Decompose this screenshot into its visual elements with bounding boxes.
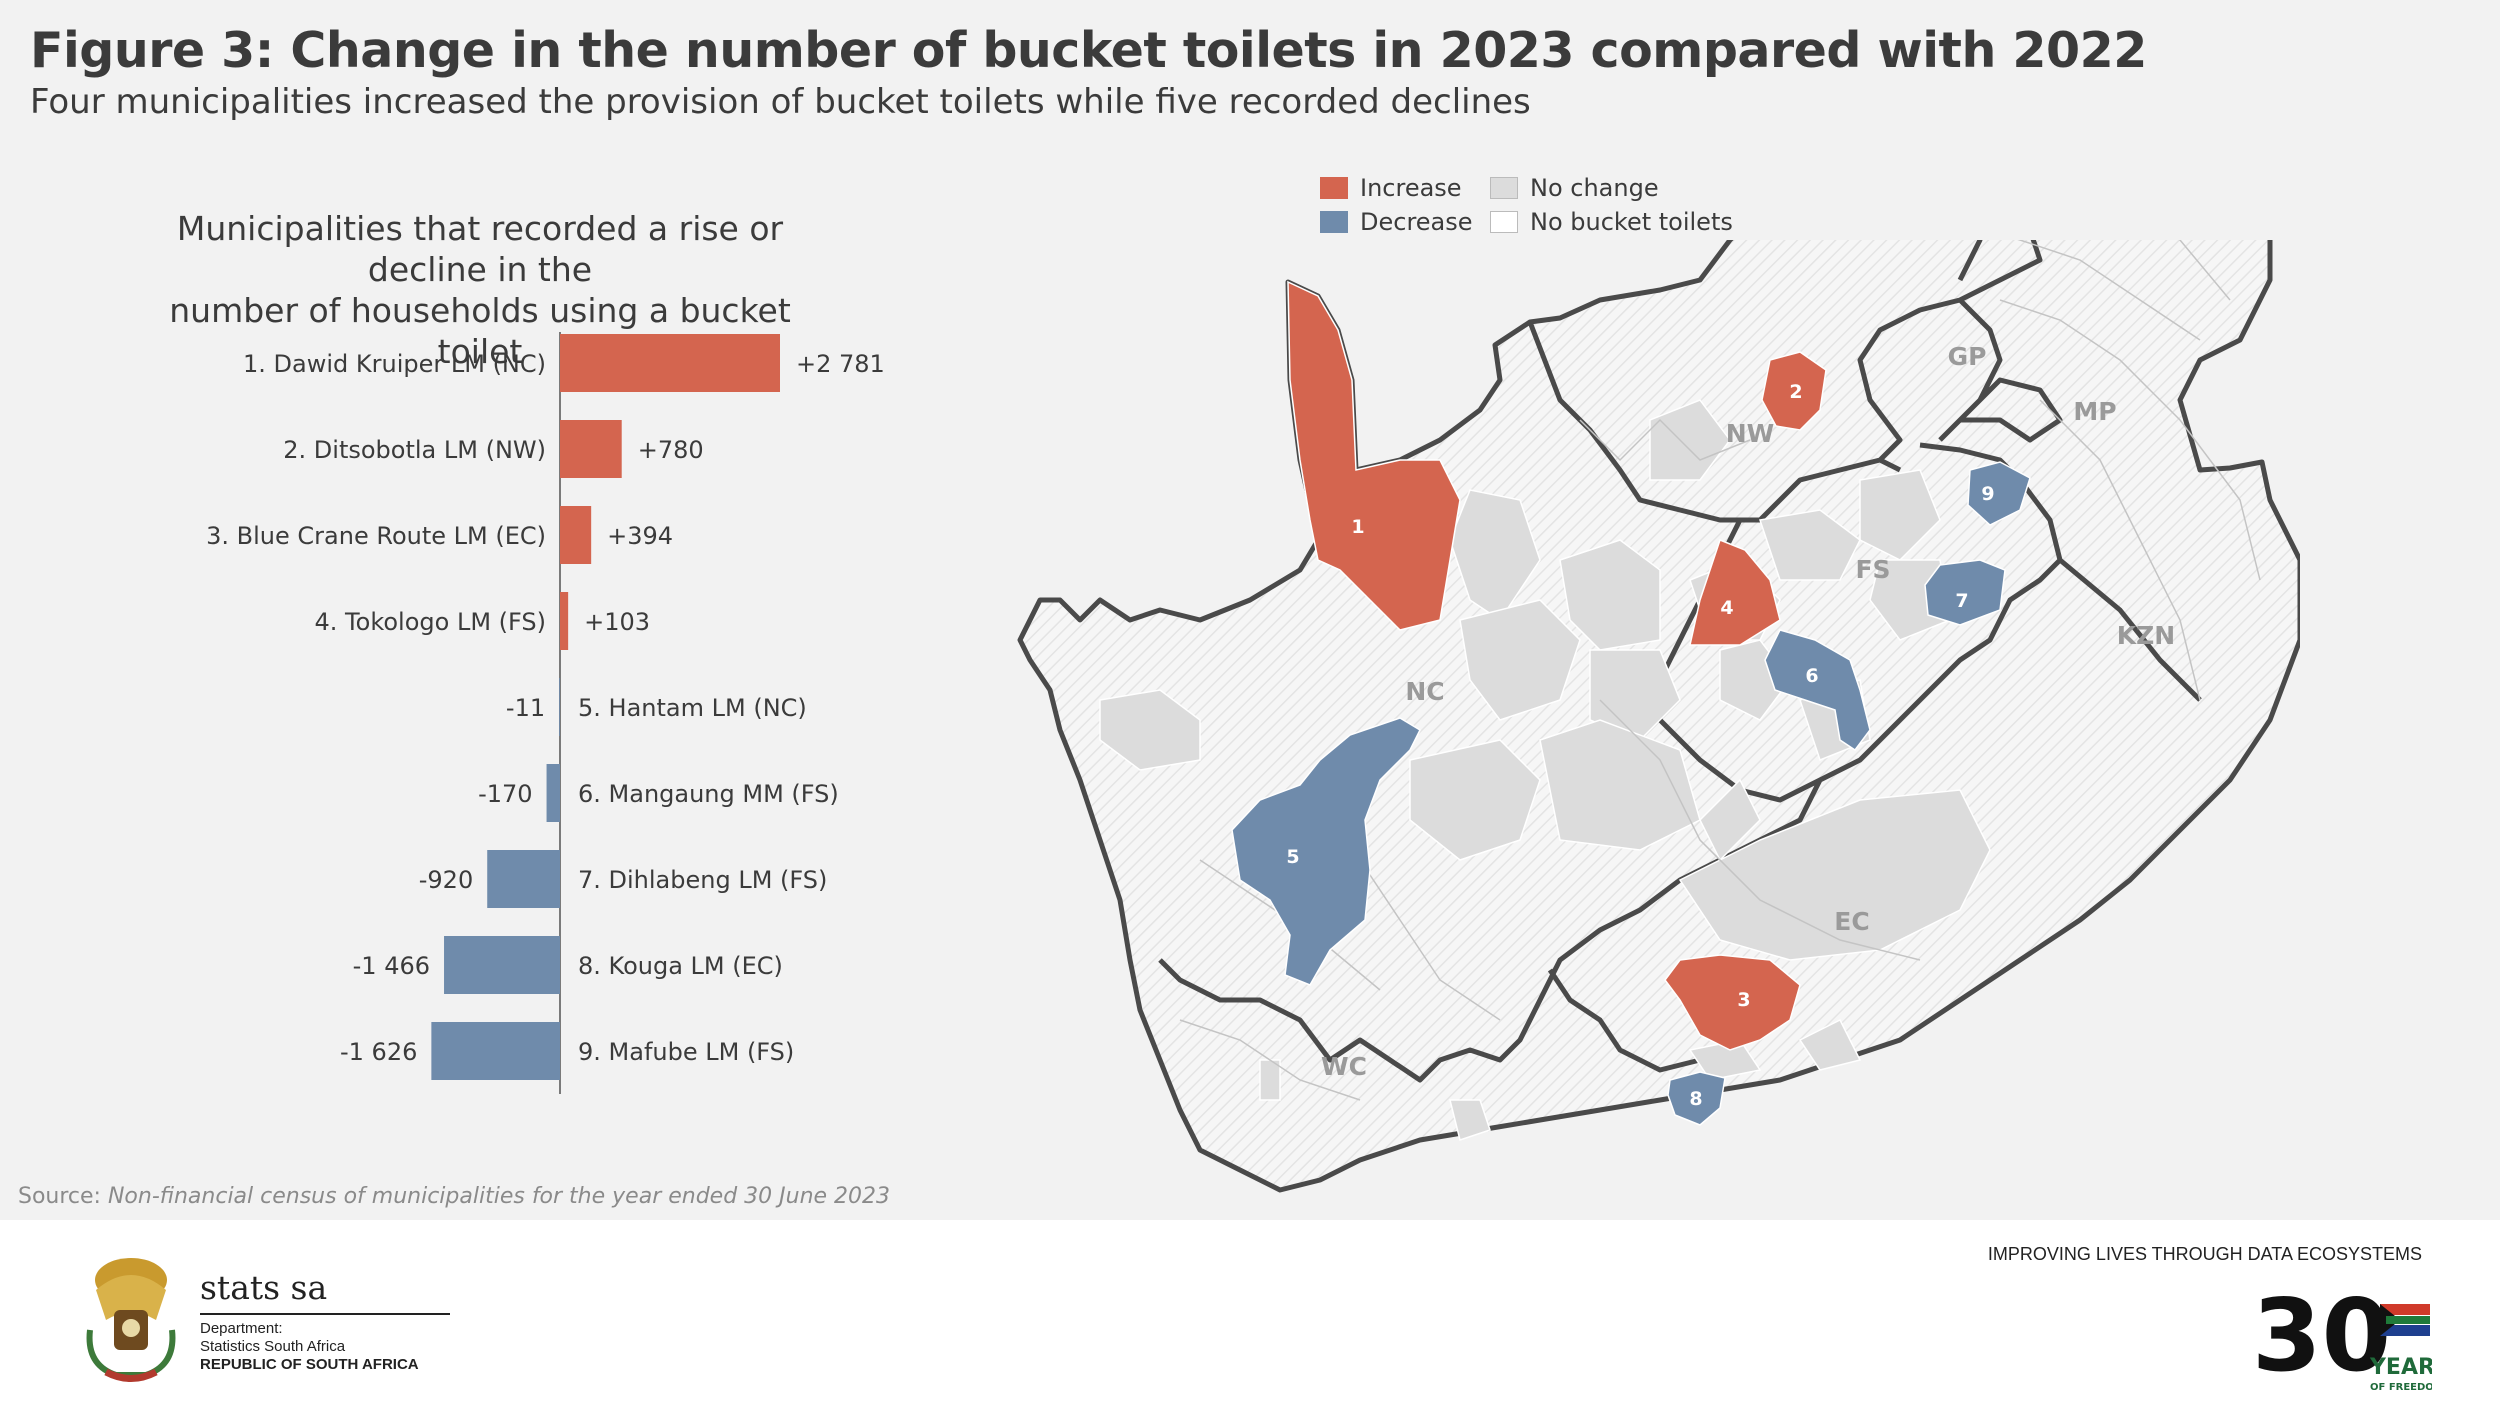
value-label-1: +2 781 [796,350,885,378]
value-label-3: +394 [607,522,673,550]
province-label-fs: FS [1855,555,1890,584]
province-label-wc: WC [1321,1052,1367,1081]
map-marker-1: 1 [1351,516,1364,538]
value-label-4: +103 [584,608,650,636]
region-8-kouga [1667,1071,1726,1126]
value-label-8: -1 466 [353,952,430,980]
dept-line3: REPUBLIC OF SOUTH AFRICA [200,1356,419,1373]
tagline: IMPROVING LIVES THROUGH DATA ECOSYSTEMS [1987,1244,2422,1264]
legend-decrease: Decrease [1320,208,1473,236]
years-number: 30 [2252,1277,2391,1394]
thirty-years-logo: 30 YEARS OF FREEDOM [2252,1277,2432,1394]
region-9-mafube [1967,461,2031,526]
bar-2 [560,420,622,478]
department-block: Department: Statistics South Africa REPU… [200,1320,419,1374]
figure-subtitle: Four municipalities increased the provis… [30,82,1531,122]
bar-7 [487,850,560,908]
map-marker-4: 4 [1720,597,1733,619]
bar-6 [546,764,560,822]
category-label-9: 9. Mafube LM (FS) [578,1038,794,1066]
category-label-4: 4. Tokologo LM (FS) [315,608,546,636]
category-label-3: 3. Blue Crane Route LM (EC) [206,522,546,550]
bar-9 [431,1022,560,1080]
province-label-mp: MP [2073,397,2116,426]
map-marker-9: 9 [1981,483,1994,505]
no-bucket-swatch [1490,211,1518,233]
legend-no-bucket-label: No bucket toilets [1530,208,1733,236]
south-africa-map: 1 2 3 4 5 6 7 8 9 LP GP MP NW FS KZN NC … [1017,240,2300,1193]
years-sub: OF FREEDOM [2370,1382,2432,1393]
legend-increase-label: Increase [1360,174,1462,202]
value-label-5: -11 [506,694,545,722]
legend-decrease-label: Decrease [1360,208,1473,236]
bar-3 [560,506,592,564]
municipal-boundaries [1179,240,2261,1101]
category-label-8: 8. Kouga LM (EC) [578,952,783,980]
province-label-kzn: KZN [2117,621,2175,650]
category-label-7: 7. Dihlabeng LM (FS) [578,866,827,894]
legend-no-bucket: No bucket toilets [1490,208,1733,236]
legend-no-change: No change [1490,174,1659,202]
province-label-nc: NC [1405,677,1444,706]
map-marker-7: 7 [1955,590,1968,612]
coat-of-arms-logo [86,1258,176,1382]
map-marker-3: 3 [1737,989,1750,1011]
increase-swatch [1320,177,1348,199]
province-label-nw: NW [1726,419,1775,448]
region-7-dihlabeng [1924,559,2006,626]
figure-title: Figure 3: Change in the number of bucket… [30,22,2147,79]
source-prefix: Source: [18,1184,108,1209]
source-text: Non-financial census of municipalities f… [107,1184,891,1209]
value-label-7: -920 [419,866,473,894]
region-1-dawid-kruiper [1287,280,1461,631]
bar-1 [560,334,780,392]
map-marker-2: 2 [1789,381,1802,403]
decrease-swatch [1320,211,1348,233]
region-4-tokologo [1689,539,1781,646]
value-label-9: -1 626 [340,1038,417,1066]
map-marker-6: 6 [1805,665,1818,687]
region-5-hantam [1231,717,1421,986]
value-label-6: -170 [478,780,532,808]
region-6-mangaung [1764,629,1871,752]
dept-line2: Statistics South Africa [200,1338,346,1355]
category-label-6: 6. Mangaung MM (FS) [578,780,839,808]
category-label-5: 5. Hantam LM (NC) [578,694,807,722]
region-2-ditsobotla [1761,351,1827,431]
brand-rule [200,1313,450,1315]
province-label-gp: GP [1948,342,1987,371]
chart-title: Municipalities that recorded a rise or d… [130,208,830,372]
chart-title-line1: Municipalities that recorded a rise or d… [176,209,784,289]
legend-increase: Increase [1320,174,1462,202]
bar-4 [560,592,569,650]
bar-chart: 1. Dawid Kruiper LM (NC) +2 781 2. Ditsobo… [206,332,885,1094]
brand-name: stats sa [200,1268,328,1307]
map-marker-5: 5 [1286,846,1299,868]
chart-title-line2: number of households using a bucket toil… [169,291,791,371]
dept-line1: Department: [200,1320,283,1337]
sa-flag-icon [2380,1304,2430,1336]
category-label-2: 2. Ditsobotla LM (NW) [283,436,546,464]
value-label-2: +780 [638,436,704,464]
province-label-ec: EC [1834,907,1869,936]
map-marker-8: 8 [1689,1088,1702,1110]
source-note: Source: Non-financial census of municipa… [18,1184,890,1209]
figure-panel: Figure 3: Change in the number of bucket… [0,0,2500,1220]
years-word: YEARS [2369,1355,2432,1380]
legend-no-change-label: No change [1530,174,1659,202]
category-label-1: 1. Dawid Kruiper LM (NC) [243,350,546,378]
region-3-blue-crane-route [1664,954,1801,1051]
bar-5 [559,678,560,736]
no-change-swatch [1490,177,1518,199]
bar-8 [444,936,560,994]
